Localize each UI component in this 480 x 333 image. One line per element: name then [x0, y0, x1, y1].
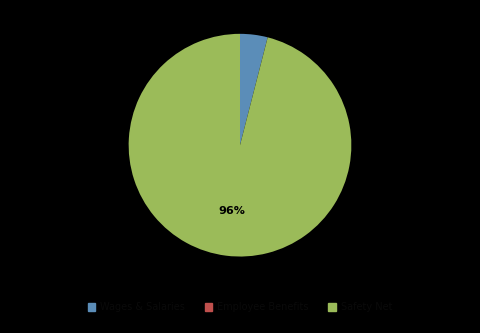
Wedge shape [240, 37, 268, 145]
Text: 96%: 96% [218, 206, 245, 216]
Wedge shape [129, 34, 351, 256]
Legend: Wages & Salaries, Employee Benefits, Safety Net: Wages & Salaries, Employee Benefits, Saf… [84, 298, 396, 316]
Wedge shape [240, 34, 268, 145]
Text: 4%: 4% [256, 13, 275, 23]
